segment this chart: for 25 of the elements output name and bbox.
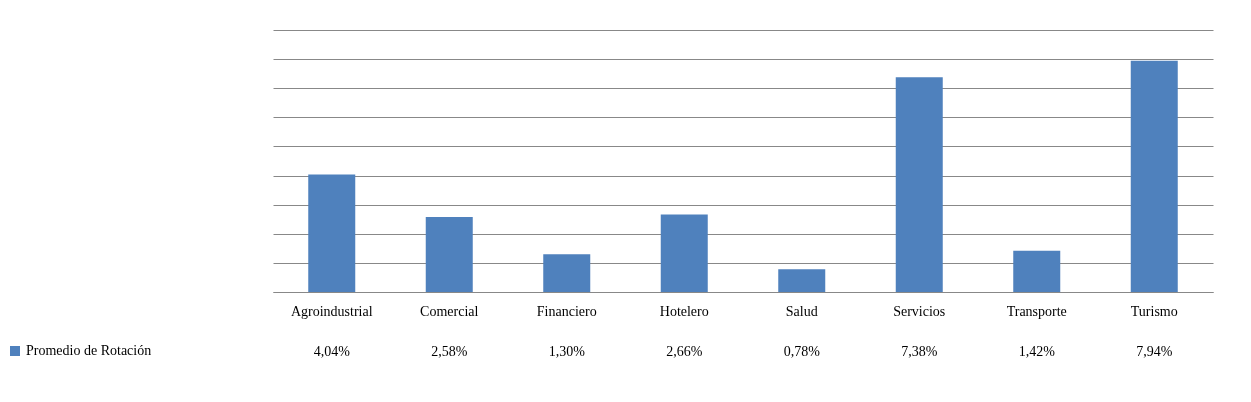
bar (1130, 60, 1178, 292)
x-tick-label: Financiero (536, 303, 597, 319)
data-label: 0,78% (783, 344, 821, 359)
x-tick-label: Transporte (1006, 303, 1067, 319)
x-tick-label: Hotelero (659, 303, 709, 319)
legend-label: Promedio de Rotación (26, 343, 152, 358)
data-label: 1,42% (1018, 344, 1056, 359)
x-tick-label: Turismo (1130, 303, 1178, 319)
data-label: 7,38% (901, 344, 938, 359)
x-tick-label: Comercial (420, 303, 479, 319)
data-label: 7,94% (1136, 344, 1173, 359)
bar (895, 77, 943, 292)
bar (778, 269, 826, 292)
x-tick-label: Servicios (893, 303, 946, 319)
data-label: 1,30% (548, 344, 586, 359)
bar (660, 214, 708, 292)
bar (308, 174, 356, 292)
bar (425, 216, 473, 292)
x-tick-label: Agroindustrial (290, 303, 373, 319)
x-tick-label: Salud (785, 303, 818, 319)
data-label: 2,58% (431, 344, 468, 359)
bar (1013, 250, 1061, 292)
data-label: 4,04% (313, 344, 351, 359)
bar (543, 254, 591, 292)
data-label: 2,66% (666, 344, 703, 359)
